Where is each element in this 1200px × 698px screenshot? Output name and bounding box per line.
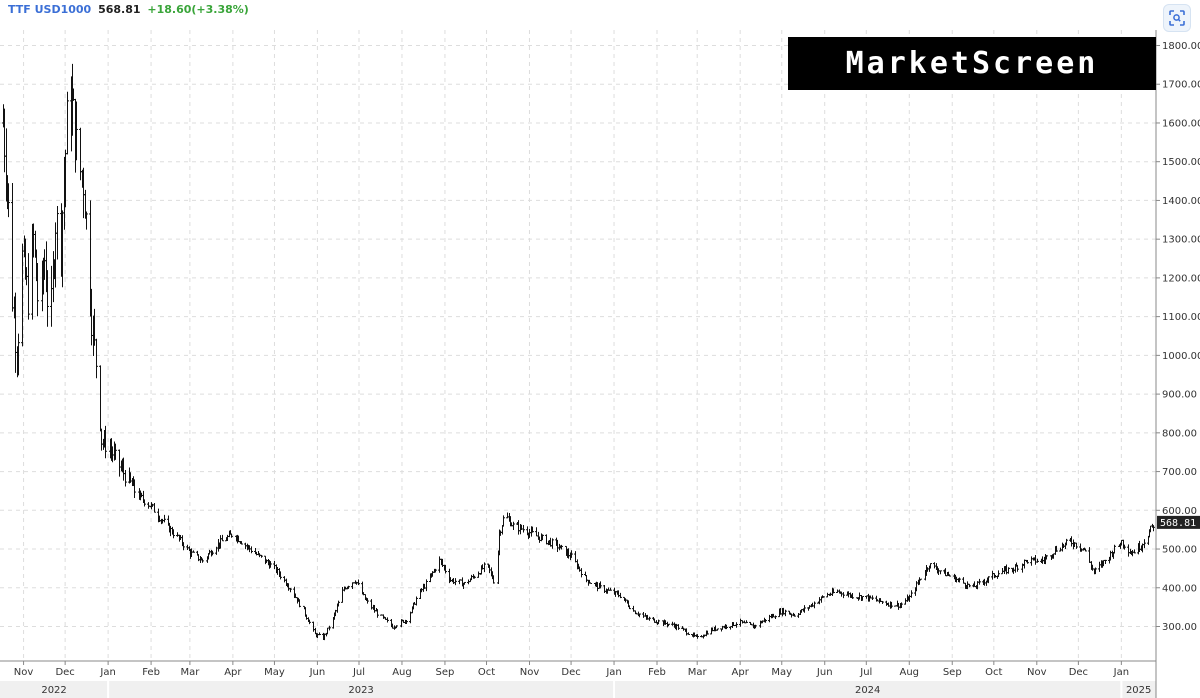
y-tick-label: 1300.00 <box>1162 235 1200 246</box>
month-label: Mar <box>688 667 708 678</box>
y-tick-label: 900.00 <box>1162 390 1197 401</box>
month-label: Jul <box>352 667 365 678</box>
month-label: Aug <box>900 667 920 678</box>
expand-button[interactable] <box>1163 4 1191 32</box>
last-price-label: 568.81 <box>1160 518 1196 529</box>
month-label: Dec <box>561 667 580 678</box>
month-label: Aug <box>392 667 412 678</box>
year-label: 2023 <box>348 685 373 696</box>
y-tick-label: 1400.00 <box>1162 196 1200 207</box>
month-label: Nov <box>520 667 540 678</box>
month-label: May <box>264 667 285 678</box>
y-axis: 1800.00 1700.00 1600.00 1500.00 1400.00 1300.… <box>1156 41 1200 633</box>
y-tick-label: 500.00 <box>1162 545 1197 556</box>
ticker-change: +18.60(+3.38%) <box>147 3 249 16</box>
month-label: Nov <box>14 667 34 678</box>
x-axis: Nov Dec Jan Feb Mar Apr May Jun Jul Aug Sep Oct Nov D… <box>14 661 1129 678</box>
y-tick-label: 600.00 <box>1162 506 1197 517</box>
month-label: Feb <box>648 667 666 678</box>
ticker-symbol[interactable]: TTF USD1000 <box>8 3 92 16</box>
y-tick-label: 400.00 <box>1162 583 1197 594</box>
month-label: Jun <box>309 667 326 678</box>
y-tick-label: 1500.00 <box>1162 157 1200 168</box>
y-tick-label: 1700.00 <box>1162 80 1200 91</box>
y-tick-label: 800.00 <box>1162 428 1197 439</box>
ticker-price: 568.81 <box>98 3 141 16</box>
month-label: Nov <box>1027 667 1047 678</box>
last-price-badge-bg <box>1157 515 1200 529</box>
y-tick-label: 300.00 <box>1162 622 1197 633</box>
month-label: Jan <box>605 667 621 678</box>
y-tick-label: 700.00 <box>1162 467 1197 478</box>
y-tick-label: 1800.00 <box>1162 41 1200 52</box>
month-label: Sep <box>436 667 455 678</box>
y-tick-label: 1200.00 <box>1162 273 1200 284</box>
watermark-logo: MarketScreen <box>788 37 1156 90</box>
y-tick-label: 1600.00 <box>1162 118 1200 129</box>
month-label: Dec <box>1069 667 1088 678</box>
y-tick-label: 1100.00 <box>1162 312 1200 323</box>
y-tick-label: 1000.00 <box>1162 351 1200 362</box>
month-label: May <box>771 667 792 678</box>
month-label: Jun <box>816 667 833 678</box>
grid-lines <box>0 30 1156 661</box>
month-label: Dec <box>55 667 74 678</box>
month-label: Oct <box>985 667 1002 678</box>
expand-icon <box>1169 10 1185 26</box>
year-label: 2025 <box>1126 685 1151 696</box>
year-axis: 2022 2023 2024 2025 <box>41 681 1151 698</box>
month-label: Mar <box>180 667 200 678</box>
month-label: Jan <box>99 667 115 678</box>
year-strip <box>0 681 1156 698</box>
year-label: 2022 <box>41 685 66 696</box>
ticker-header: TTF USD1000 568.81 +18.60(+3.38%) <box>8 3 249 16</box>
year-label: 2024 <box>855 685 880 696</box>
month-label: Sep <box>943 667 962 678</box>
month-label: Jan <box>1113 667 1129 678</box>
month-label: Feb <box>142 667 160 678</box>
last-price-badge: 568.81 <box>1157 515 1200 529</box>
month-label: Apr <box>732 667 750 678</box>
ohlc-bars <box>2 63 1155 641</box>
month-label: Oct <box>478 667 495 678</box>
month-label: Jul <box>859 667 872 678</box>
month-label: Apr <box>224 667 242 678</box>
